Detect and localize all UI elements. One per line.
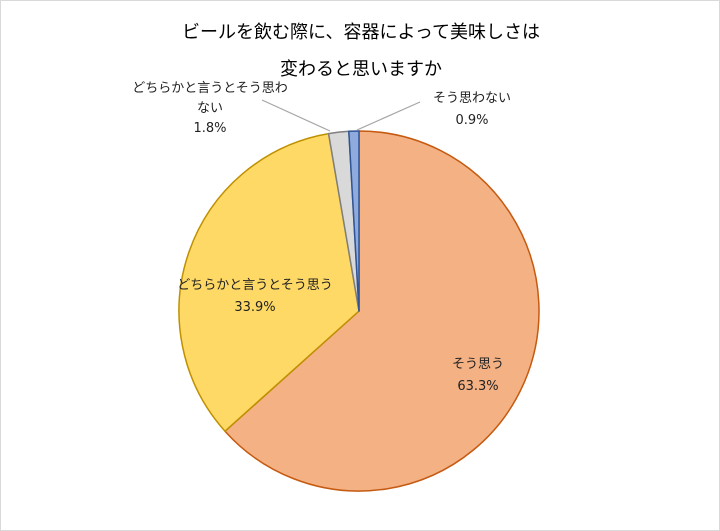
chart-title-line-1: ビールを飲む際に、容器によって美味しさは: [181, 22, 541, 43]
slice-label: そう思わない: [433, 91, 511, 106]
pie-slice: [224, 130, 540, 492]
slice-label: どちらかと言うとそう思わ: [132, 81, 288, 96]
chart-title-line-2: 変わると思いますか: [280, 59, 442, 80]
pie-slice: [178, 132, 360, 432]
pie-slice: [348, 130, 360, 312]
slice-value-label: 1.8%: [193, 121, 226, 136]
slice-value-label: 0.9%: [455, 113, 488, 128]
slice-value-label: 63.3%: [457, 379, 498, 394]
slice-label: そう思う: [452, 357, 504, 372]
slice-label: どちらかと言うとそう思う: [177, 278, 333, 293]
slice-label: ない: [197, 101, 223, 116]
slice-value-label: 33.9%: [234, 300, 275, 315]
leader-line: [356, 101, 421, 131]
leader-line: [261, 99, 331, 132]
